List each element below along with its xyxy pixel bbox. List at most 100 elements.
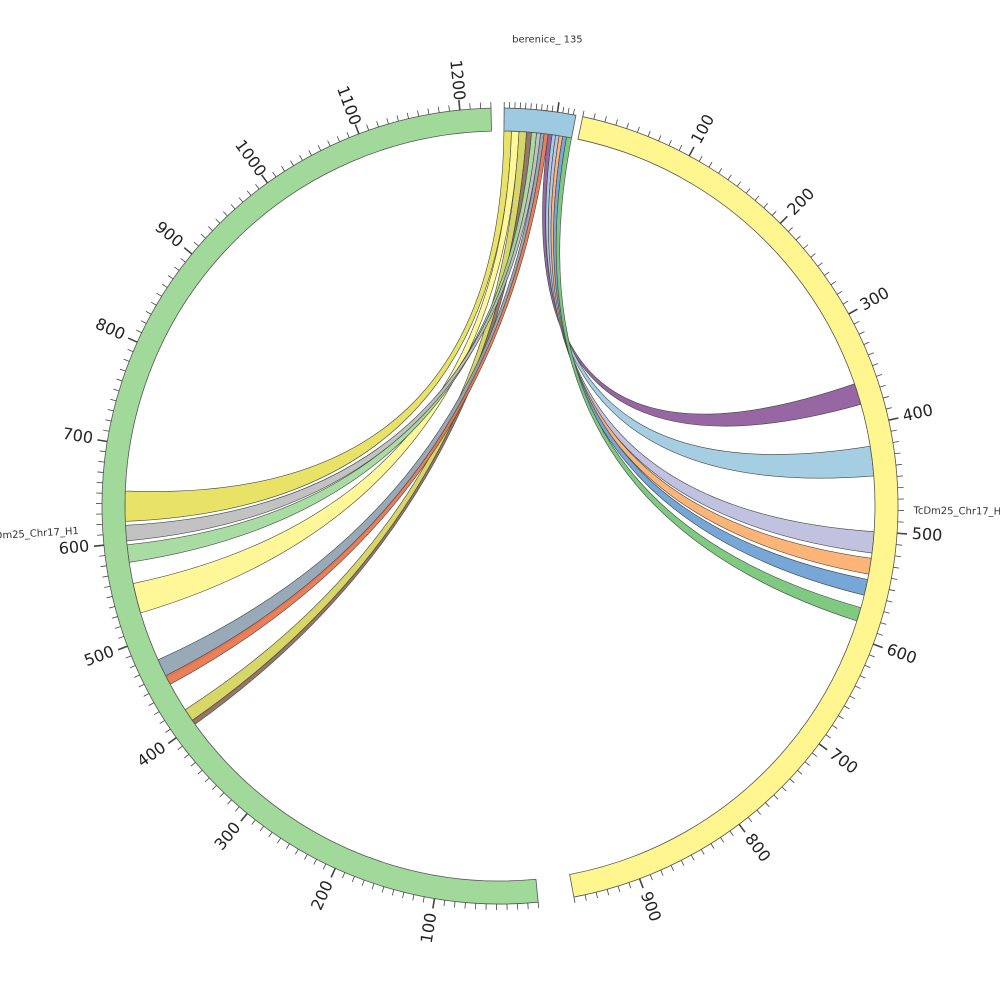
minor-tick: [836, 290, 843, 295]
minor-tick: [230, 204, 236, 210]
ticks-layer: 100 200 300 400 500 600 700 800 900 100 200 300 400 5…: [58, 59, 943, 945]
minor-tick: [255, 184, 260, 190]
minor-tick: [804, 761, 810, 766]
minor-tick: [720, 837, 725, 843]
minor-tick: [849, 695, 856, 700]
minor-tick: [736, 181, 742, 187]
minor-tick: [864, 664, 871, 669]
link-ribbon-11: [548, 134, 875, 554]
tick-label: 600: [884, 639, 919, 667]
minor-tick: [219, 792, 225, 798]
minor-tick: [294, 848, 299, 855]
minor-tick: [628, 882, 632, 889]
minor-tick: [138, 683, 145, 688]
minor-tick: [886, 600, 893, 603]
minor-tick: [129, 665, 136, 669]
minor-tick: [251, 819, 256, 825]
minor-tick: [626, 122, 629, 129]
tick-label: 1100: [333, 83, 365, 128]
minor-tick: [668, 140, 672, 146]
minor-tick: [765, 802, 770, 808]
minor-tick: [396, 115, 399, 122]
minor-tick: [868, 352, 874, 356]
minor-tick: [102, 575, 109, 578]
tick-label: 1200: [446, 59, 469, 101]
minor-tick: [797, 770, 803, 775]
minor-tick: [285, 843, 290, 850]
tick-label: 300: [856, 283, 892, 314]
minor-tick: [281, 165, 286, 172]
tick-label: 600: [58, 536, 90, 558]
minor-tick: [114, 626, 121, 629]
minor-tick: [111, 616, 118, 619]
minor-tick: [110, 398, 117, 402]
minor-tick: [876, 633, 883, 636]
minor-tick: [103, 429, 110, 432]
minor-tick: [582, 110, 585, 117]
minor-tick: [698, 156, 703, 162]
link-ribbon-6: [125, 132, 541, 542]
minor-tick: [127, 349, 134, 353]
minor-tick: [277, 837, 282, 844]
major-tick: [738, 823, 746, 833]
minor-tick: [98, 461, 105, 463]
tick-label: 700: [826, 744, 862, 777]
major-tick: [183, 247, 193, 255]
minor-tick: [136, 329, 142, 334]
minor-tick: [615, 119, 618, 126]
minor-tick: [427, 108, 430, 115]
minor-tick: [584, 894, 587, 901]
tick-label: 400: [133, 738, 169, 771]
minor-tick: [747, 816, 753, 823]
minor-tick: [322, 863, 327, 870]
major-tick: [848, 308, 858, 315]
minor-tick: [859, 675, 866, 679]
minor-tick: [647, 130, 651, 137]
major-tick: [872, 643, 883, 649]
minor-tick: [180, 258, 186, 263]
minor-tick: [97, 471, 104, 473]
minor-tick: [595, 892, 598, 899]
minor-tick: [892, 441, 899, 443]
minor-tick: [327, 140, 331, 147]
minor-tick: [140, 320, 147, 324]
minor-tick: [150, 301, 157, 306]
tick-label: 900: [152, 217, 188, 251]
minor-tick: [537, 902, 540, 909]
minor-tick: [290, 160, 294, 166]
minor-tick: [222, 211, 228, 217]
minor-tick: [366, 124, 370, 131]
minor-tick: [893, 566, 900, 569]
minor-tick: [417, 110, 420, 117]
minor-tick: [853, 320, 860, 325]
minor-tick: [211, 785, 217, 790]
minor-tick: [193, 241, 199, 247]
tick-label: 800: [741, 830, 775, 866]
minor-tick: [896, 544, 903, 546]
major-tick: [458, 100, 461, 111]
minor-tick: [361, 879, 365, 886]
minor-tick: [789, 778, 795, 784]
major-tick: [97, 439, 108, 443]
minor-tick: [165, 728, 171, 733]
minor-tick: [204, 777, 210, 783]
minor-tick: [371, 883, 375, 890]
minor-tick: [346, 131, 350, 138]
major-tick: [127, 337, 138, 343]
minor-tick: [105, 419, 112, 422]
minor-tick: [190, 762, 196, 767]
minor-tick: [680, 860, 685, 866]
segment-label: TcDm25_Chr17_H2_c1: [912, 506, 1000, 518]
tick-label: 500: [911, 524, 943, 545]
minor-tick: [863, 341, 870, 345]
minor-tick: [162, 283, 168, 288]
minor-tick: [771, 210, 777, 216]
tick-label: 400: [901, 400, 935, 425]
minor-tick: [606, 889, 610, 896]
minor-tick: [381, 886, 385, 893]
tick-label: 1000: [231, 136, 270, 180]
minor-tick: [159, 720, 165, 725]
minor-tick: [795, 235, 801, 241]
minor-tick: [838, 715, 844, 720]
